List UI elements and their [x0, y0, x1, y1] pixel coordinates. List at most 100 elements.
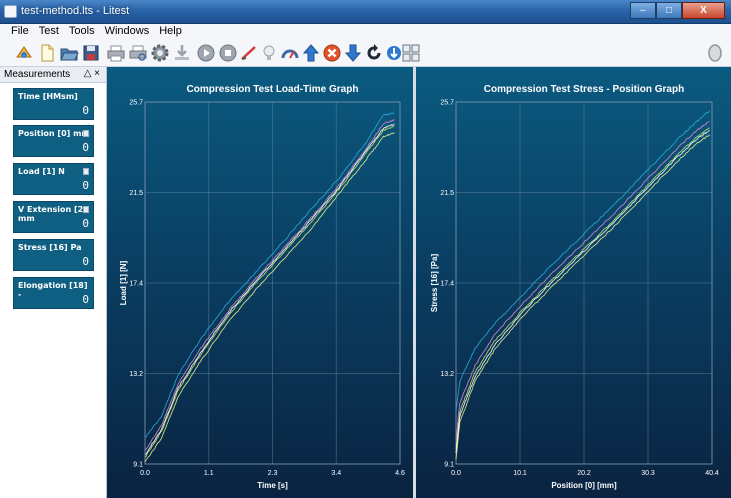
y-tick-label: 9.1: [133, 462, 143, 469]
menu-bar: File Test Tools Windows Help: [0, 24, 731, 39]
x-tick-label: 0.0: [140, 470, 150, 477]
y-tick-label: 17.4: [440, 281, 454, 288]
series-line: [144, 132, 395, 463]
series-line: [455, 110, 710, 413]
settings-icon[interactable]: [150, 43, 170, 63]
measurement-label: Elongation [18] -: [18, 281, 88, 299]
x-axis-label: Position [0] [mm]: [551, 481, 617, 490]
print-icon[interactable]: [106, 43, 126, 63]
measurement-card-elongation[interactable]: Elongation [18] - 0: [13, 277, 94, 309]
layout-grid-icon[interactable]: [401, 43, 421, 63]
x-tick-label: 40.4: [705, 470, 719, 477]
x-tick-label: 4.6: [395, 470, 405, 477]
x-tick-label: 30.3: [641, 470, 655, 477]
gauge-icon[interactable]: [280, 43, 300, 63]
x-tick-label: 3.4: [331, 470, 341, 477]
series-line: [144, 119, 395, 451]
measurement-value: 0: [82, 255, 89, 268]
measurement-value: 0: [82, 141, 89, 154]
measurement-checkbox[interactable]: [83, 206, 89, 213]
down-arrow-icon[interactable]: [343, 43, 363, 63]
measurements-panel-title: Measurements: [4, 69, 71, 80]
x-tick-label: 10.1: [513, 470, 527, 477]
calibrate-icon[interactable]: [239, 43, 259, 63]
x-tick-label: 20.2: [577, 470, 591, 477]
maximize-button[interactable]: □: [656, 2, 682, 19]
measurement-checkbox[interactable]: [83, 168, 89, 175]
toolbar: [0, 39, 731, 67]
y-tick-label: 17.4: [129, 281, 143, 288]
stop-x-icon[interactable]: [322, 43, 342, 63]
measurement-card-position[interactable]: Position [0] mm 0: [13, 125, 94, 157]
print-preview-icon[interactable]: [128, 43, 148, 63]
measurement-value: 0: [82, 179, 89, 192]
measurement-label: Stress [16] Pa: [18, 243, 82, 252]
window-title: test-method.lts - Litest: [21, 5, 130, 17]
measurement-label: Load [1] N: [18, 167, 65, 176]
series-line: [455, 129, 710, 454]
x-tick-label: 0.0: [451, 470, 461, 477]
load-time-chart: 0.0 1.1 2.3 3.4 4.6 9.1 13.2 17.4 21.5 25.7 Compre…: [119, 84, 405, 490]
export-icon[interactable]: [172, 43, 192, 63]
close-button[interactable]: X: [682, 2, 725, 19]
measurement-label: V Extension [2] mm: [18, 205, 87, 223]
small-down-arrow-icon[interactable]: [384, 43, 404, 63]
menu-test[interactable]: Test: [38, 25, 59, 37]
measurement-card-load[interactable]: Load [1] N 0: [13, 163, 94, 195]
measurement-card-stress[interactable]: Stress [16] Pa 0: [13, 239, 94, 271]
series-line: [455, 127, 710, 449]
measurements-panel-header: Measurements △ ×: [0, 67, 106, 83]
menu-windows[interactable]: Windows: [104, 25, 150, 37]
y-axis-label: Stress [16] [Pa]: [430, 254, 439, 313]
menu-file[interactable]: File: [11, 25, 29, 37]
lightbulb-icon[interactable]: [259, 43, 279, 63]
y-axis-label: Load [1] [N]: [119, 260, 128, 305]
y-tick-label: 21.5: [129, 190, 143, 197]
measurement-value: 0: [82, 293, 89, 306]
series-line: [455, 134, 710, 460]
measurements-panel: Measurements △ × Time [HMsm] 0 Position …: [0, 67, 107, 498]
open-icon[interactable]: [59, 43, 79, 63]
panel-pin-close-controls[interactable]: △ ×: [83, 68, 100, 79]
graph-area: 0.0 1.1 2.3 3.4 4.6 9.1 13.2 17.4 21.5 25.7 Compre…: [107, 67, 731, 498]
menu-tools[interactable]: Tools: [68, 25, 95, 37]
menu-help[interactable]: Help: [159, 25, 182, 37]
wizard-icon[interactable]: [14, 43, 34, 63]
measurement-label: Time [HMsm]: [18, 92, 78, 101]
y-tick-label: 13.2: [129, 371, 143, 378]
y-tick-label: 9.1: [444, 462, 454, 469]
app-icon: [4, 5, 17, 18]
stop-icon[interactable]: [218, 43, 238, 63]
chart-title: Compression Test Load-Time Graph: [187, 84, 359, 95]
minimize-button[interactable]: –: [630, 2, 656, 19]
new-icon[interactable]: [37, 43, 57, 63]
measurement-value: 0: [82, 104, 89, 117]
save-icon[interactable]: [81, 43, 101, 63]
x-axis-label: Time [s]: [257, 481, 288, 490]
window-controls: – □ X: [630, 2, 725, 20]
chart-title: Compression Test Stress - Position Graph: [484, 84, 684, 95]
y-tick-label: 25.7: [440, 100, 454, 107]
circle-status-icon[interactable]: [705, 43, 725, 63]
measurement-label: Position [0] mm: [18, 129, 90, 138]
up-arrow-icon[interactable]: [301, 43, 321, 63]
series-line: [455, 121, 710, 440]
series-line: [144, 112, 395, 438]
x-tick-label: 1.1: [204, 470, 214, 477]
load-time-graph[interactable]: 0.0 1.1 2.3 3.4 4.6 9.1 13.2 17.4 21.5 25.7 Compre…: [107, 67, 413, 498]
stress-position-graph[interactable]: 0.0 10.1 20.2 30.3 40.4 9.1 13.2 17.4 21.5 25.7 Co…: [416, 67, 731, 498]
title-bar: test-method.lts - Litest – □ X: [0, 0, 731, 24]
series-line: [144, 123, 395, 456]
x-tick-label: 2.3: [268, 470, 278, 477]
play-icon[interactable]: [196, 43, 216, 63]
return-icon[interactable]: [364, 43, 384, 63]
stress-position-chart: 0.0 10.1 20.2 30.3 40.4 9.1 13.2 17.4 21.5 25.7 Co…: [430, 84, 719, 490]
measurement-card-v-extension[interactable]: V Extension [2] mm 0: [13, 201, 94, 233]
series-line: [144, 125, 395, 458]
measurement-value: 0: [82, 217, 89, 230]
y-tick-label: 21.5: [440, 190, 454, 197]
y-tick-label: 25.7: [129, 100, 143, 107]
measurement-checkbox[interactable]: [83, 130, 89, 137]
y-tick-label: 13.2: [440, 371, 454, 378]
measurement-card-time[interactable]: Time [HMsm] 0: [13, 88, 94, 120]
